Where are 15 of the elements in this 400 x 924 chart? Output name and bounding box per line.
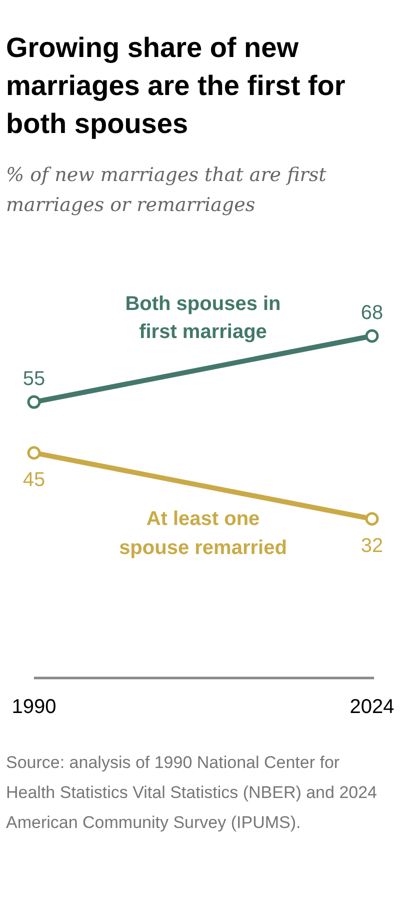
x-tick-label: 1990 [12,696,56,718]
data-label: 32 [360,534,384,557]
source-note: Source: analysis of 1990 National Center for Health Statistics Vital Statistics (NBER) and 2024 American Community Survey (IPUMS). [6,753,378,832]
point [365,329,379,343]
chart-title: Growing share of new marriages are the first for both spouses [6,32,346,139]
data-label: 45 [22,468,46,491]
series-label: At least one spouse remarried [119,508,287,559]
data-label: 55 [22,368,46,390]
chart-subtitle: % of new marriages that are first marriages or remarriages [6,164,327,216]
data-label: 68 [360,302,384,324]
point [27,395,41,409]
x-tick-label: 2024 [350,696,394,718]
point [27,446,41,460]
point [365,512,379,526]
series-label: Both spouses in first marriage [125,293,281,344]
